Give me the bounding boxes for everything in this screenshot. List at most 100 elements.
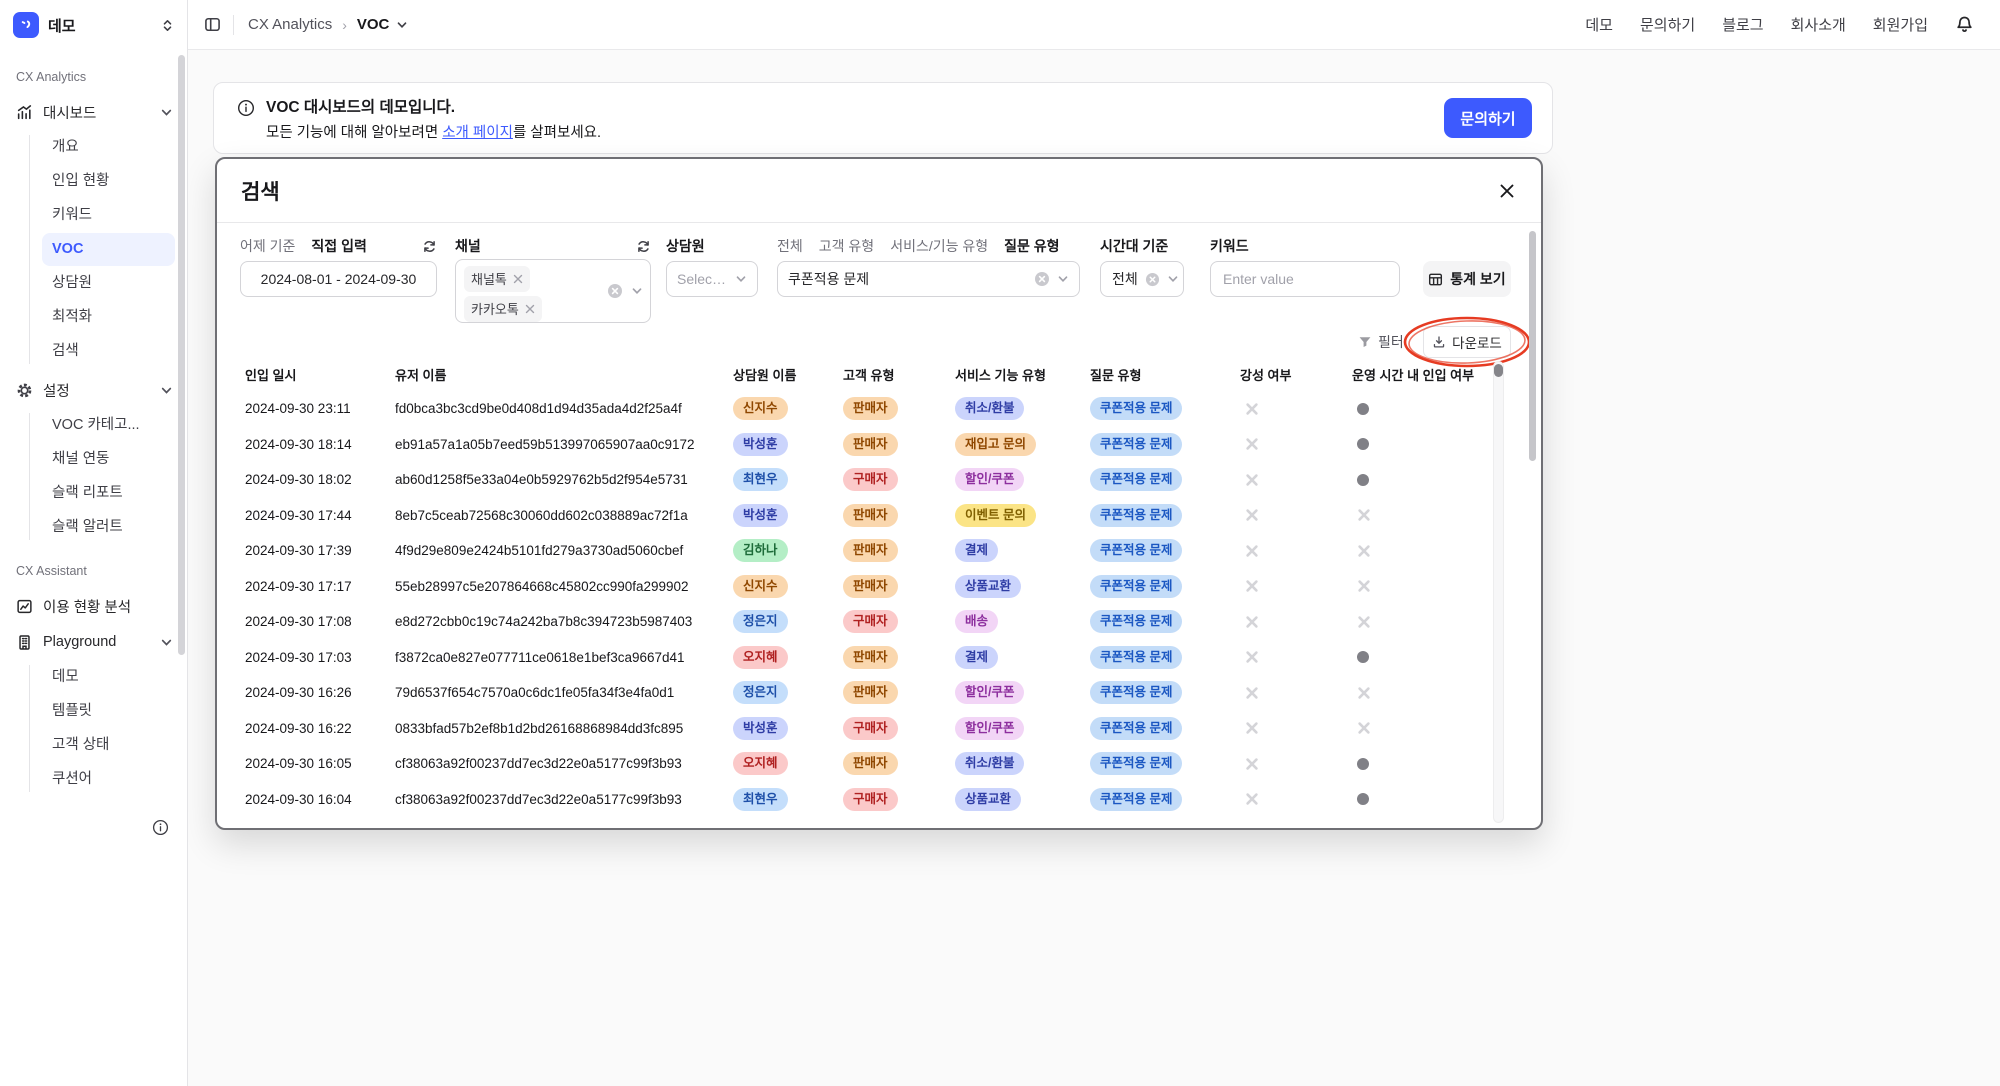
filter-button[interactable]: 필터 <box>1358 332 1404 352</box>
question-type-clear-icon[interactable] <box>1034 271 1050 287</box>
table-row[interactable]: 2024-09-30 16:22 0833bfad57b2ef8b1d2bd26… <box>245 711 1512 747</box>
cell-user-id: 4f9d29e809e2424b5101fd279a3730ad5060cbef <box>395 543 684 559</box>
sidebar-toggle-icon[interactable] <box>204 16 221 33</box>
time-clear-icon[interactable] <box>1145 272 1160 287</box>
agent-badge: 정은지 <box>733 681 788 705</box>
agent-badge: 최현우 <box>733 787 788 811</box>
topnav-link-blog[interactable]: 블로그 <box>1722 17 1764 34</box>
download-icon <box>1432 335 1446 349</box>
category-tab-0[interactable]: 전체 <box>777 238 803 254</box>
sidebar-item-usage-analysis[interactable]: 이용 현황 분석 <box>0 588 187 624</box>
table-row[interactable]: 2024-09-30 17:39 4f9d29e809e2424b5101fd2… <box>245 533 1512 569</box>
topbar: CX Analytics › VOC 데모 문의하기 블로그 회사소개 회원가입 <box>188 0 2000 50</box>
sidebar-item-demo[interactable]: 데모 <box>52 669 79 685</box>
table-row[interactable]: 2024-09-30 16:05 cf38063a92f00237dd7ec3d… <box>245 746 1512 782</box>
date-reset-icon[interactable] <box>422 239 437 254</box>
table-row[interactable]: 2024-09-30 18:02 ab60d1258f5e33a04e0b592… <box>245 462 1512 498</box>
sidebar-item-voc-categories[interactable]: VOC 카테고... <box>52 417 140 433</box>
download-button[interactable]: 다운로드 <box>1423 326 1511 358</box>
sidebar-item-search[interactable]: 검색 <box>52 343 79 359</box>
category-tab-2[interactable]: 서비스/기능 유형 <box>890 238 989 254</box>
agent-select[interactable]: Selec… <box>666 261 758 297</box>
funnel-icon <box>1359 337 1371 347</box>
cell-user-id: f3872ca0e827e077711ce0618e1bef3ca9667d41 <box>395 649 685 665</box>
topnav-link-signup[interactable]: 회원가입 <box>1872 17 1928 34</box>
customer-type-badge: 판매자 <box>843 503 898 527</box>
sidebar-item-templates[interactable]: 템플릿 <box>52 703 93 719</box>
sidebar-item-agents[interactable]: 상담원 <box>52 275 93 291</box>
cell-user-id: 8eb7c5ceab72568c30060dd602c038889ac72f1a <box>395 507 688 523</box>
customer-type-badge: 판매자 <box>843 539 898 563</box>
table-row[interactable]: 2024-09-30 17:08 e8d272cbb0c19c74a242ba7… <box>245 604 1512 640</box>
breadcrumb-chevron-down-icon[interactable] <box>396 19 408 31</box>
sidebar-item-customer-status[interactable]: 고객 상태 <box>52 737 110 753</box>
cell-datetime: 2024-09-30 17:44 <box>245 507 352 523</box>
breadcrumb-root[interactable]: CX Analytics <box>248 16 333 33</box>
channel-clear-icon[interactable] <box>607 283 623 299</box>
modal-scrollbar-thumb[interactable] <box>1529 231 1536 461</box>
table-row[interactable]: 2024-09-30 17:17 55eb28997c5e207864668c4… <box>245 569 1512 605</box>
contact-button[interactable]: 문의하기 <box>1444 98 1532 138</box>
category-tab-1[interactable]: 고객 유형 <box>818 238 875 254</box>
topnav-link-contact[interactable]: 문의하기 <box>1639 17 1696 34</box>
channel-label: 채널 <box>455 238 481 254</box>
topnav-links: 데모 문의하기 블로그 회사소개 회원가입 <box>1585 14 1928 35</box>
sidebar-item-inflow[interactable]: 인입 현황 <box>52 173 110 189</box>
cell-user-id: 79d6537f654c7570a0c6dc1fe05fa34f3e4fa0d1 <box>395 685 675 701</box>
table-row[interactable]: 2024-09-30 18:14 eb91a57a1a05b7eed59b513… <box>245 427 1512 463</box>
question-type-select[interactable]: 쿠폰적용 문제 <box>777 261 1080 297</box>
tag-remove-icon[interactable] <box>525 304 535 314</box>
sidebar-item-voc[interactable]: VOC <box>42 233 175 266</box>
agent-badge: 박성훈 <box>733 503 788 527</box>
close-icon[interactable] <box>1497 181 1517 201</box>
view-stats-button[interactable]: 통계 보기 <box>1423 261 1511 297</box>
keyword-input[interactable] <box>1210 261 1400 297</box>
tag-remove-icon[interactable] <box>513 274 523 284</box>
breadcrumb-current[interactable]: VOC <box>356 16 390 33</box>
sidebar-scrollbar[interactable] <box>178 55 185 655</box>
download-button-label: 다운로드 <box>1452 336 1502 351</box>
sidebar-item-playground[interactable]: Playground <box>0 624 187 660</box>
service-type-badge: 취소/환불 <box>955 752 1025 776</box>
channel-reset-icon[interactable] <box>636 239 651 254</box>
table-row[interactable]: 2024-09-30 17:03 f3872ca0e827e077711ce06… <box>245 640 1512 676</box>
sidebar-item-optimization[interactable]: 최적화 <box>52 309 93 325</box>
category-tab-3[interactable]: 질문 유형 <box>1004 238 1060 254</box>
question-type-badge: 쿠폰적용 문제 <box>1090 574 1183 598</box>
workspace-logo-icon <box>13 12 39 38</box>
sidebar-item-dashboard[interactable]: 대시보드 <box>0 94 187 130</box>
info-icon[interactable] <box>152 819 169 836</box>
table-row[interactable]: 2024-09-30 23:11 fd0bca3bc3cd9be0d408d1d… <box>245 391 1512 427</box>
workspace-switcher-icon[interactable] <box>160 18 175 33</box>
date-range-input[interactable]: 2024-08-01 - 2024-09-30 <box>240 261 437 297</box>
service-type-badge: 할인/쿠폰 <box>955 716 1025 740</box>
date-mode-yesterday[interactable]: 어제 기준 <box>240 238 296 254</box>
table-scrollbar-thumb[interactable] <box>1494 364 1503 377</box>
modal-header: 검색 <box>217 159 1541 223</box>
channel-select[interactable]: 채널톡 카카오톡 <box>455 259 651 323</box>
sidebar-item-channel-integration[interactable]: 채널 연동 <box>52 451 110 467</box>
sidebar-item-settings[interactable]: 설정 <box>0 372 187 408</box>
topnav-link-about[interactable]: 회사소개 <box>1790 17 1846 34</box>
table-row[interactable]: 2024-09-30 16:04 cf38063a92f00237dd7ec3d… <box>245 782 1512 818</box>
sidebar-item-slack-alert[interactable]: 슬랙 알러트 <box>52 519 123 535</box>
time-select[interactable]: 전체 <box>1100 261 1184 297</box>
agent-badge: 김하나 <box>733 539 788 563</box>
question-type-badge: 쿠폰적용 문제 <box>1090 752 1183 776</box>
sidebar-item-cushion[interactable]: 쿠션어 <box>52 771 93 787</box>
table-row[interactable]: 2024-09-30 16:26 79d6537f654c7570a0c6dc1… <box>245 675 1512 711</box>
cell-datetime: 2024-09-30 16:04 <box>245 791 352 807</box>
sidebar-item-overview[interactable]: 개요 <box>52 139 79 155</box>
aggressive-mark <box>1240 686 1352 700</box>
intro-page-link[interactable]: 소개 페이지 <box>442 124 513 141</box>
sidebar-item-slack-report[interactable]: 슬랙 리포트 <box>52 485 123 501</box>
sidebar-item-keywords[interactable]: 키워드 <box>52 207 93 223</box>
service-type-badge: 재입고 문의 <box>955 432 1036 456</box>
table-row[interactable]: 2024-09-30 17:44 8eb7c5ceab72568c30060dd… <box>245 498 1512 534</box>
topnav-link-demo[interactable]: 데모 <box>1585 17 1613 34</box>
cell-datetime: 2024-09-30 17:39 <box>245 543 352 559</box>
date-mode-custom[interactable]: 직접 입력 <box>311 238 367 254</box>
notifications-bell-icon[interactable] <box>1955 15 1974 34</box>
table-scrollbar[interactable] <box>1493 361 1504 823</box>
